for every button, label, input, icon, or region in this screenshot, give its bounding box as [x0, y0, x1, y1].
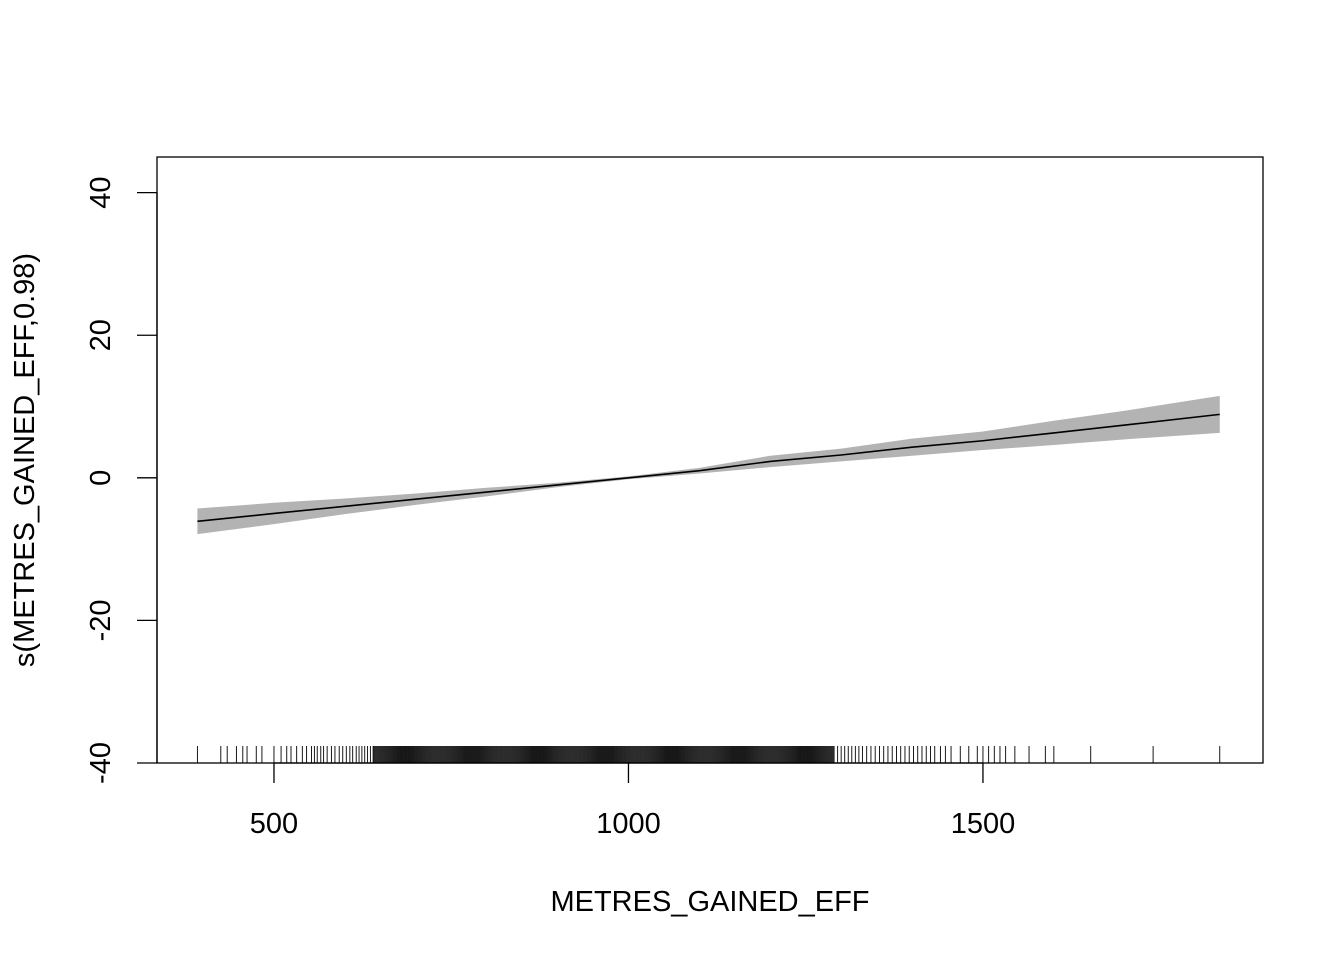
x-tick-label: 1500: [951, 808, 1016, 840]
y-tick-label: 0: [85, 470, 117, 486]
y-axis: -40 -20 0 20 40: [85, 177, 158, 784]
confidence-band: [197, 395, 1220, 535]
plot-frame: [156, 156, 1264, 764]
y-tick-label: -40: [85, 742, 117, 784]
y-axis-label: s(METRES_GAINED_EFF,0.98): [9, 253, 41, 667]
x-axis-label: METRES_GAINED_EFF: [550, 886, 869, 918]
y-tick-label: 20: [85, 319, 117, 351]
x-tick-label: 500: [250, 808, 298, 840]
x-axis: 500 1000 1500: [250, 762, 1016, 840]
x-tick-label: 1000: [596, 808, 661, 840]
y-tick-label: 40: [85, 177, 117, 209]
smooth-line: [197, 413, 1220, 523]
y-tick-label: -20: [85, 599, 117, 641]
